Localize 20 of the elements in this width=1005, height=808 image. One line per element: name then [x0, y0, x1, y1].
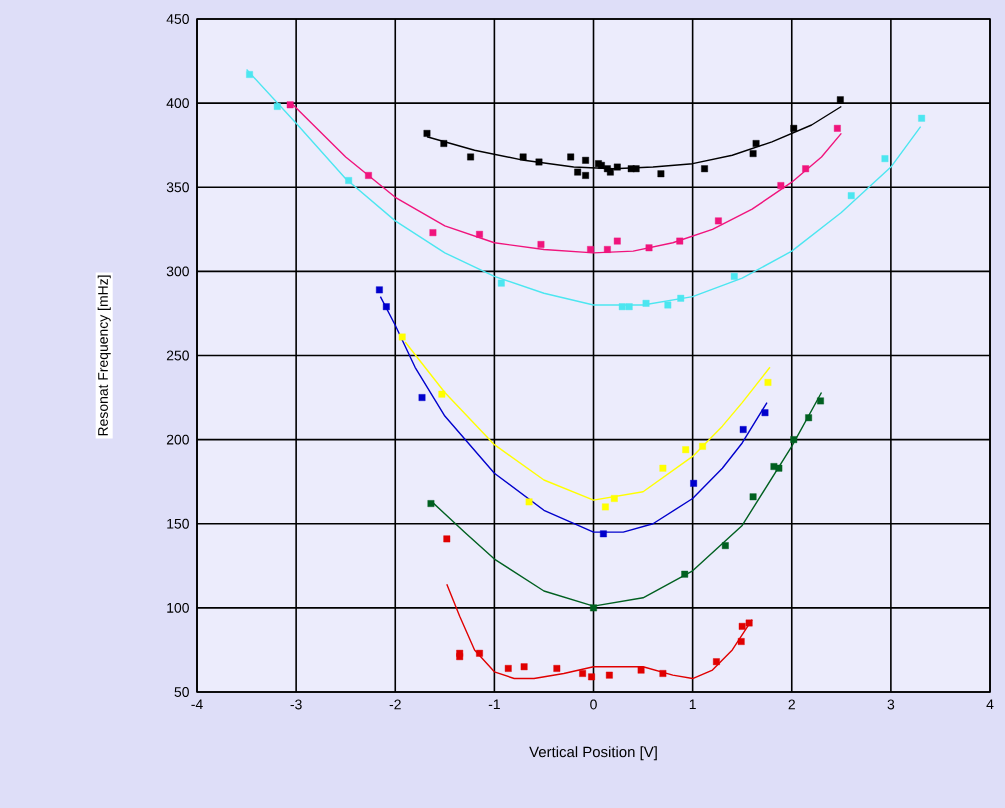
x-tick-label: -1 — [488, 699, 500, 710]
y-tick-label: 50 — [174, 687, 189, 697]
y-axis-title: Resonat Frequency [mHz] — [97, 275, 111, 436]
y-tick-label: 250 — [166, 350, 189, 361]
y-tick-label: 300 — [166, 266, 189, 277]
y-tick-label: 400 — [166, 98, 189, 109]
x-tick-label: 4 — [986, 699, 994, 710]
x-tick-label: 1 — [689, 699, 696, 710]
x-tick-label: -2 — [389, 699, 401, 710]
x-tick-label: 2 — [788, 699, 795, 710]
y-tick-label: 150 — [167, 518, 189, 529]
x-axis-title: Vertical Position [V] — [529, 746, 657, 761]
x-tick-label: -3 — [290, 699, 302, 710]
x-tick-label: -4 — [191, 699, 203, 710]
x-tick-label: 3 — [887, 699, 895, 710]
y-tick-label: 450 — [166, 14, 189, 24]
y-tick-label: 350 — [166, 182, 189, 193]
x-tick-label: 0 — [590, 699, 597, 710]
y-tick-label: 100 — [167, 602, 189, 613]
y-tick-label: 200 — [166, 434, 189, 445]
